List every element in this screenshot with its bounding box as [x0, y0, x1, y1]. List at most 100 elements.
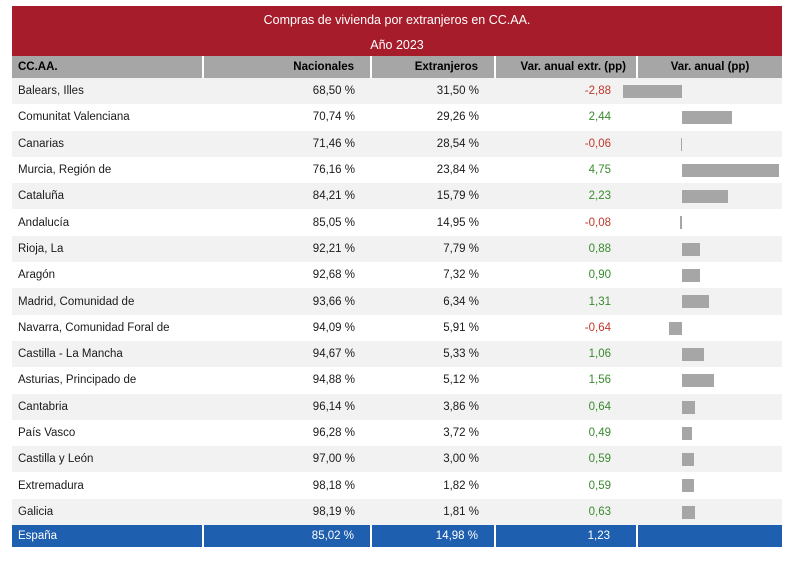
data-table: CC.AA. Nacionales Extranjeros Var. anual… — [12, 56, 782, 548]
bar-cell — [637, 104, 782, 131]
var-cell: 1,06 — [495, 340, 637, 368]
bar-cell — [637, 340, 782, 368]
column-header-var-anual: Var. anual (pp) — [636, 56, 782, 78]
table-row: Navarra, Comunidad Foral de 94,09 % 5,91 %… — [12, 314, 782, 341]
total-row: España 85,02 % 14,98 % 1,23 — [12, 525, 782, 548]
var-bar — [682, 426, 693, 440]
nacionales-cell: 76,16 % — [203, 156, 371, 184]
var-bar — [682, 269, 701, 283]
extranjeros-cell: 28,54 % — [371, 130, 495, 157]
bar-cell — [637, 183, 782, 210]
region-cell: Rioja, La — [12, 235, 203, 263]
extranjeros-cell: 6,34 % — [371, 288, 495, 315]
column-header-var-extr: Var. anual extr. (pp) — [494, 56, 637, 78]
extranjeros-cell: 5,91 % — [371, 314, 495, 341]
table-row: Comunitat Valenciana 70,74 % 29,26 % 2,44 — [12, 104, 782, 131]
extranjeros-cell: 1,82 % — [371, 472, 495, 499]
var-bar — [682, 295, 709, 309]
region-cell: Navarra, Comunidad Foral de — [12, 314, 203, 341]
nacionales-cell: 96,14 % — [203, 393, 371, 420]
nacionales-cell: 98,18 % — [203, 472, 371, 499]
extranjeros-cell: 14,95 % — [371, 209, 495, 236]
extranjeros-cell: 3,86 % — [371, 393, 495, 420]
region-cell: Murcia, Región de — [12, 156, 203, 184]
var-cell: 1,56 — [495, 367, 637, 394]
region-cell: Andalucía — [12, 209, 203, 236]
extranjeros-cell: 3,72 % — [371, 419, 495, 447]
var-cell: -2,88 — [495, 78, 637, 105]
extranjeros-cell: 5,33 % — [371, 340, 495, 368]
bar-cell — [637, 446, 782, 473]
nacionales-cell: 71,46 % — [203, 130, 371, 157]
var-cell: 1,31 — [495, 288, 637, 315]
total-region: España — [12, 525, 203, 548]
var-cell: 2,44 — [495, 104, 637, 131]
nacionales-cell: 84,21 % — [203, 183, 371, 210]
column-header-region: CC.AA. — [12, 56, 203, 78]
table-row: Castilla y León 97,00 % 3,00 % 0,59 — [12, 446, 782, 473]
extranjeros-cell: 23,84 % — [371, 156, 495, 184]
region-cell: País Vasco — [12, 419, 203, 447]
region-cell: Castilla y León — [12, 446, 203, 473]
nacionales-cell: 68,50 % — [203, 78, 371, 105]
nacionales-cell: 93,66 % — [203, 288, 371, 315]
table-row: País Vasco 96,28 % 3,72 % 0,49 — [12, 419, 782, 447]
nacionales-cell: 94,67 % — [203, 340, 371, 368]
var-bar — [682, 453, 695, 467]
var-cell: 4,75 — [495, 156, 637, 184]
nacionales-cell: 85,05 % — [203, 209, 371, 236]
bar-cell — [637, 419, 782, 447]
bar-cell — [637, 367, 782, 394]
var-cell: -0,08 — [495, 209, 637, 236]
var-bar — [682, 479, 695, 493]
bar-cell — [637, 235, 782, 263]
var-bar — [682, 374, 714, 388]
nacionales-cell: 92,21 % — [203, 235, 371, 263]
nacionales-cell: 97,00 % — [203, 446, 371, 473]
var-cell: 0,88 — [495, 235, 637, 263]
var-bar — [622, 85, 682, 98]
var-bar — [682, 163, 780, 177]
table-subtitle: Año 2023 — [370, 38, 424, 52]
var-cell: 2,23 — [495, 183, 637, 210]
region-cell: Aragón — [12, 262, 203, 289]
var-bar — [682, 505, 695, 519]
table-row: Castilla - La Mancha 94,67 % 5,33 % 1,06 — [12, 340, 782, 368]
extranjeros-cell: 1,81 % — [371, 498, 495, 526]
bar-cell — [637, 130, 782, 157]
region-cell: Cataluña — [12, 183, 203, 210]
var-bar — [680, 216, 682, 230]
bar-cell — [637, 288, 782, 315]
table-row: Asturias, Principado de 94,88 % 5,12 % 1,56 — [12, 367, 782, 394]
table-row: Rioja, La 92,21 % 7,79 % 0,88 — [12, 235, 782, 263]
region-cell: Extremadura — [12, 472, 203, 499]
var-cell: 0,90 — [495, 262, 637, 289]
region-cell: Cantabria — [12, 393, 203, 420]
var-cell: -0,64 — [495, 314, 637, 341]
table-row: Extremadura 98,18 % 1,82 % 0,59 — [12, 472, 782, 499]
var-bar — [680, 137, 682, 151]
var-bar — [682, 190, 728, 204]
extranjeros-cell: 7,79 % — [371, 235, 495, 263]
extranjeros-cell: 7,32 % — [371, 262, 495, 289]
var-bar — [682, 347, 704, 361]
nacionales-cell: 98,19 % — [203, 498, 371, 526]
nacionales-cell: 70,74 % — [203, 104, 371, 131]
region-cell: Galicia — [12, 498, 203, 526]
column-header-extranjeros: Extranjeros — [370, 56, 495, 78]
var-cell: 0,64 — [495, 393, 637, 420]
var-cell: 0,59 — [495, 446, 637, 473]
bar-cell — [637, 314, 782, 341]
table-row: Andalucía 85,05 % 14,95 % -0,08 — [12, 209, 782, 236]
total-bar-cell — [636, 525, 782, 548]
region-cell: Asturias, Principado de — [12, 367, 203, 394]
var-bar — [682, 242, 701, 256]
var-cell: 0,49 — [495, 419, 637, 447]
total-nacionales: 85,02 % — [202, 525, 371, 548]
region-cell: Comunitat Valenciana — [12, 104, 203, 131]
total-var: 1,23 — [494, 525, 637, 548]
region-cell: Castilla - La Mancha — [12, 340, 203, 368]
extranjeros-cell: 15,79 % — [371, 183, 495, 210]
extranjeros-cell: 5,12 % — [371, 367, 495, 394]
bar-cell — [637, 209, 782, 236]
